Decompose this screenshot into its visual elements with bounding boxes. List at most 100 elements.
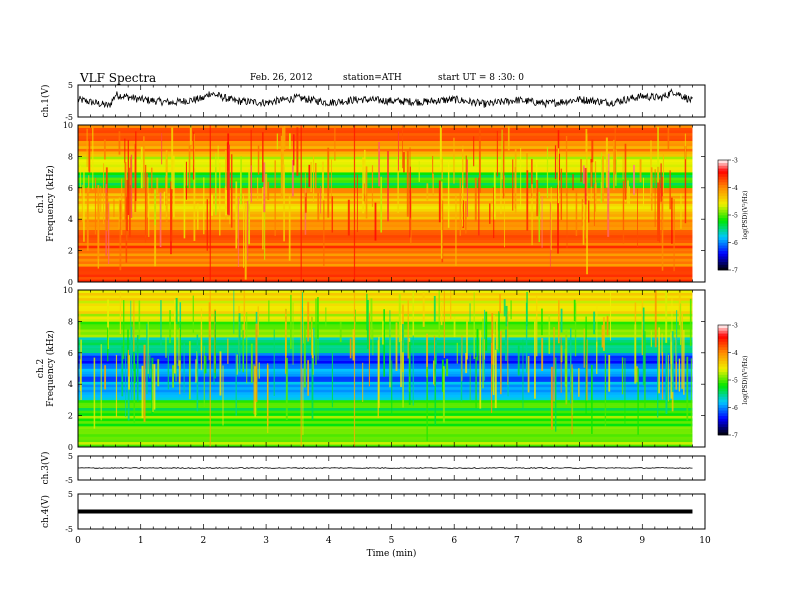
streak (86, 128, 88, 167)
y-axis-label: Frequency (kHz) (45, 165, 56, 242)
streak (228, 144, 230, 216)
colorbar-cell (718, 426, 728, 430)
streak (465, 155, 467, 188)
colorbar-cell (718, 363, 728, 367)
streak (440, 181, 443, 259)
streak (607, 171, 610, 237)
streak (154, 189, 156, 226)
streak (127, 329, 129, 364)
streak (331, 352, 334, 408)
streak (143, 136, 145, 188)
colorbar-cell (718, 349, 728, 353)
streak (222, 365, 224, 426)
streak (637, 188, 638, 247)
freq-row (78, 347, 693, 351)
streak (662, 152, 664, 193)
streak (661, 333, 663, 356)
streak (233, 290, 235, 334)
streak (657, 347, 659, 418)
streak (161, 133, 163, 165)
streak (585, 341, 587, 414)
streak (321, 161, 324, 201)
freq-row (78, 444, 693, 448)
streak (583, 328, 585, 368)
freq-row (78, 237, 693, 241)
streak (670, 341, 673, 399)
streak (88, 138, 91, 173)
colorbar-cell (718, 228, 728, 232)
streak (159, 192, 162, 248)
ch1-spectrogram-axes: 0 2 4 6 8 10 ch.1 Frequency (kHz) (36, 121, 706, 287)
streak (485, 311, 488, 351)
streak (601, 325, 604, 348)
streak (560, 308, 563, 333)
freq-row (78, 368, 693, 372)
streak (317, 297, 319, 339)
streak (193, 168, 196, 241)
streak (250, 165, 252, 203)
streak (167, 348, 169, 390)
colorbar-cell (718, 176, 728, 180)
streak (496, 130, 498, 177)
streak (169, 310, 171, 343)
streak (660, 163, 662, 202)
streak (621, 357, 624, 395)
streak (86, 187, 89, 251)
streak (313, 327, 315, 355)
streak (129, 156, 132, 186)
freq-row (78, 242, 693, 246)
streak (493, 314, 495, 365)
freq-row (78, 386, 693, 390)
streak (536, 295, 538, 357)
colorbar-cell (718, 182, 728, 186)
streak (219, 163, 221, 236)
streak (383, 309, 386, 377)
x-tick-label: 10 (699, 536, 711, 546)
streak (462, 185, 464, 227)
colorbar-cell (718, 201, 728, 205)
streak (473, 292, 475, 360)
streak (402, 342, 404, 408)
streak (613, 139, 615, 190)
streak (572, 174, 574, 191)
streak (527, 356, 530, 393)
colorbar-cell (718, 366, 728, 370)
streak (593, 311, 596, 335)
colorbar-cell (718, 248, 728, 252)
streak (680, 303, 682, 345)
colorbar-cell (718, 168, 728, 172)
streak (236, 198, 238, 239)
x-tick-label: 2 (201, 536, 207, 546)
freq-row (78, 360, 693, 364)
streak (188, 145, 191, 193)
streak (460, 342, 463, 402)
freq-row (78, 140, 693, 144)
streak (541, 196, 543, 248)
streak (195, 359, 197, 383)
streak (602, 317, 605, 351)
streak (257, 145, 260, 175)
streak (127, 349, 130, 377)
streak (549, 202, 551, 268)
colorbar-tick-label: -5 (732, 378, 738, 385)
colorbar-cell (718, 259, 728, 263)
colorbar-cell (718, 396, 728, 400)
streak (500, 331, 502, 395)
x-tick-label: 1 (138, 536, 144, 546)
streak (426, 333, 429, 378)
freq-row (78, 200, 693, 204)
streak (304, 173, 306, 197)
streak (171, 127, 174, 190)
streak (334, 126, 336, 161)
freq-row (78, 305, 693, 309)
streak (689, 298, 692, 347)
ch2-spectrogram-axes: 0 2 4 6 8 10 ch.2 Frequency (kHz) (36, 286, 706, 452)
streak (650, 330, 652, 347)
freq-row (78, 145, 693, 149)
colorbar-label: log(PSD)(V²/Hz) (742, 191, 749, 240)
freq-row (78, 410, 693, 414)
streak (257, 306, 259, 336)
streak (204, 355, 207, 374)
streak (107, 327, 109, 362)
freq-row (78, 172, 693, 176)
